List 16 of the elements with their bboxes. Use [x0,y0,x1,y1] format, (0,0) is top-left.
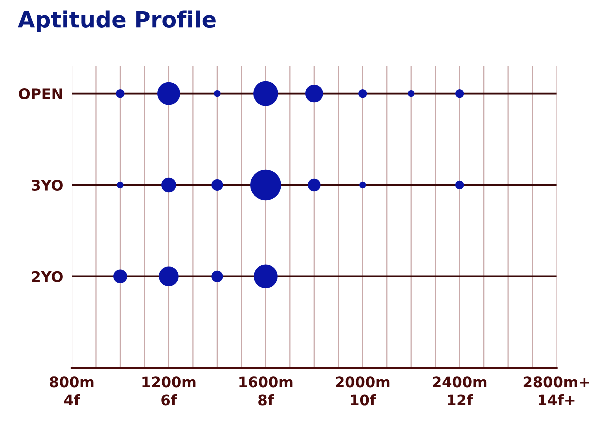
y-tick-label: OPEN [19,88,62,100]
x-tick-label: 1600m [240,376,293,388]
x-tick-label: 1200m [142,376,196,388]
x-tick-label: 2400m [433,376,487,388]
x-tick-label: 2800m+ [524,376,590,388]
x-tick-label: 2000m [336,376,390,388]
y-tick-label: 3YO [32,180,63,191]
x2-tick-label: 8f [258,394,274,406]
x2-tick-label: 12f [448,394,474,406]
chart-title: Aptitude Profile [18,10,216,32]
x2-tick-label: 10f [351,394,376,406]
y-tick-label: 2YO [32,271,63,282]
x2-tick-label: 14f+ [539,394,575,406]
x-tick-label: 800m [50,376,94,388]
x2-tick-label: 6f [162,394,178,406]
x2-tick-label: 4f [64,394,80,406]
